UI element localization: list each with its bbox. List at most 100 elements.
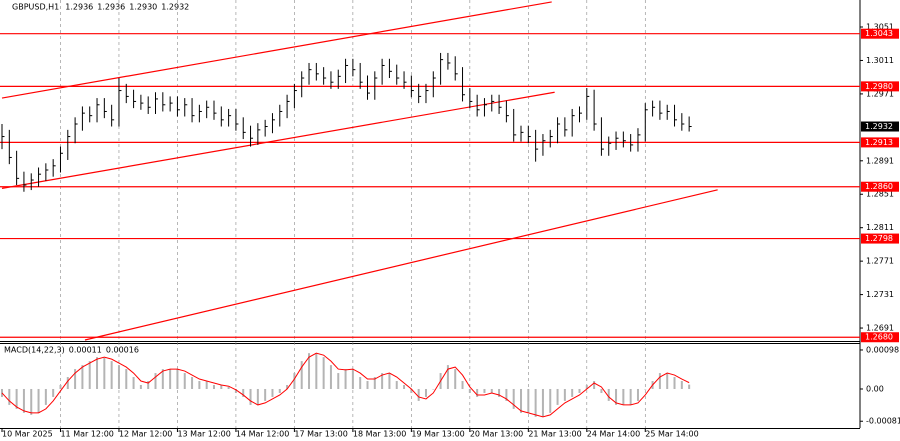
- macd-bar: [410, 388, 413, 393]
- level-label-box: [861, 28, 899, 39]
- macd-bar: [220, 385, 223, 389]
- y-tick-label: 1.3011: [866, 56, 894, 65]
- level-label-box: [861, 81, 899, 92]
- macd-bar: [395, 381, 398, 389]
- macd-bar: [344, 369, 347, 389]
- macd-bar: [278, 388, 281, 393]
- macd-bar: [593, 381, 596, 389]
- quote-value: 0.00011: [69, 346, 102, 355]
- x-tick-label: 12 Mar 12:00: [119, 430, 172, 439]
- macd-bar: [432, 388, 435, 390]
- macd-bar: [103, 357, 106, 389]
- macd-bar: [351, 369, 354, 389]
- macd-bar: [578, 388, 581, 393]
- macd-bar: [81, 365, 84, 389]
- x-tick-label: 24 Mar 14:00: [587, 430, 640, 439]
- x-tick-label: 10 Mar 2025: [2, 430, 53, 439]
- quote-value: 1.2936: [97, 3, 125, 12]
- x-tick-label: 19 Mar 13:00: [411, 430, 464, 439]
- level-label-box: [861, 332, 899, 343]
- macd-bar: [381, 373, 384, 389]
- macd-bar: [373, 377, 376, 389]
- level-label: 1.2913: [865, 138, 893, 147]
- macd-bar: [534, 388, 537, 417]
- macd-bar: [59, 385, 62, 389]
- macd-bar: [30, 388, 33, 415]
- x-tick-label: 18 Mar 13:00: [353, 430, 406, 439]
- macd-bar: [658, 373, 661, 389]
- y-tick-label: 1.2771: [866, 257, 894, 266]
- macd-bar: [417, 388, 420, 401]
- macd-bar: [541, 388, 544, 417]
- macd-bar: [271, 388, 274, 397]
- quote-value: 1.2936: [65, 3, 93, 12]
- macd-bar: [110, 361, 113, 389]
- macd-bar: [688, 384, 691, 389]
- level-label-box: [861, 181, 899, 192]
- chart-title: GBPUSD,H1: [12, 3, 59, 12]
- x-tick-label: 14 Mar 12:00: [236, 430, 289, 439]
- x-tick-label: 25 Mar 14:00: [645, 430, 698, 439]
- macd-bar: [636, 388, 639, 401]
- macd-bar: [66, 377, 69, 389]
- y-tick-label: 1.2731: [866, 290, 894, 299]
- macd-bar: [176, 369, 179, 389]
- level-label: 1.2680: [865, 333, 893, 342]
- macd-bar: [132, 377, 135, 389]
- level-label-box: [861, 137, 899, 148]
- y-tick-label: 1.2811: [866, 223, 894, 232]
- x-tick-label: 21 Mar 13:00: [528, 430, 581, 439]
- y-tick-label: 1.2851: [866, 190, 894, 199]
- macd-bar: [476, 388, 479, 397]
- macd-bar: [563, 388, 566, 401]
- macd-bar: [549, 388, 552, 413]
- signal-line: [1, 352, 690, 418]
- macd-bar: [249, 388, 252, 405]
- macd-bar: [520, 388, 523, 413]
- macd-bar: [468, 388, 471, 393]
- macd-bar: [183, 373, 186, 389]
- level-label: 1.2980: [865, 82, 893, 91]
- channel-line: [1, 1, 552, 99]
- macd-bar: [629, 388, 632, 405]
- current-price-box: [861, 121, 899, 132]
- macd-bar: [527, 388, 530, 413]
- quote-value: 1.2930: [129, 3, 157, 12]
- macd-bar: [673, 377, 676, 389]
- level-label: 1.2860: [865, 182, 893, 191]
- macd-bar: [615, 388, 618, 405]
- channel-line: [84, 189, 718, 341]
- y-tick-label: 1.2971: [866, 89, 894, 98]
- y-tick-label: 1.2691: [866, 324, 894, 333]
- macd-bar: [622, 388, 625, 405]
- macd-bar: [512, 388, 515, 409]
- macd-bar: [571, 388, 574, 397]
- macd-bar: [585, 385, 588, 389]
- macd-bar: [191, 377, 194, 389]
- macd-bar: [74, 369, 77, 389]
- macd-bar: [22, 388, 25, 413]
- chart-title: MACD(14,22,3): [4, 346, 65, 355]
- macd-bar: [212, 385, 215, 389]
- macd-bar: [264, 388, 267, 401]
- macd-bar: [125, 369, 128, 389]
- macd-bar: [388, 373, 391, 389]
- macd-bar: [600, 388, 603, 393]
- macd-bar: [286, 385, 289, 389]
- y-tick-label: -0.00081: [866, 417, 900, 426]
- macd-bar: [169, 369, 172, 389]
- macd-bar: [161, 369, 164, 389]
- macd-bar: [147, 381, 150, 389]
- macd-bar: [366, 381, 369, 389]
- macd-bar: [446, 365, 449, 389]
- macd-bar: [505, 388, 508, 401]
- macd-bar: [227, 386, 230, 389]
- x-tick-label: 20 Mar 13:00: [470, 430, 523, 439]
- macd-bar: [644, 388, 647, 390]
- macd-bar: [96, 357, 99, 389]
- macd-bar: [322, 357, 325, 389]
- current-price-label: 1.2932: [865, 122, 893, 131]
- y-tick-label: 1.2891: [866, 156, 894, 165]
